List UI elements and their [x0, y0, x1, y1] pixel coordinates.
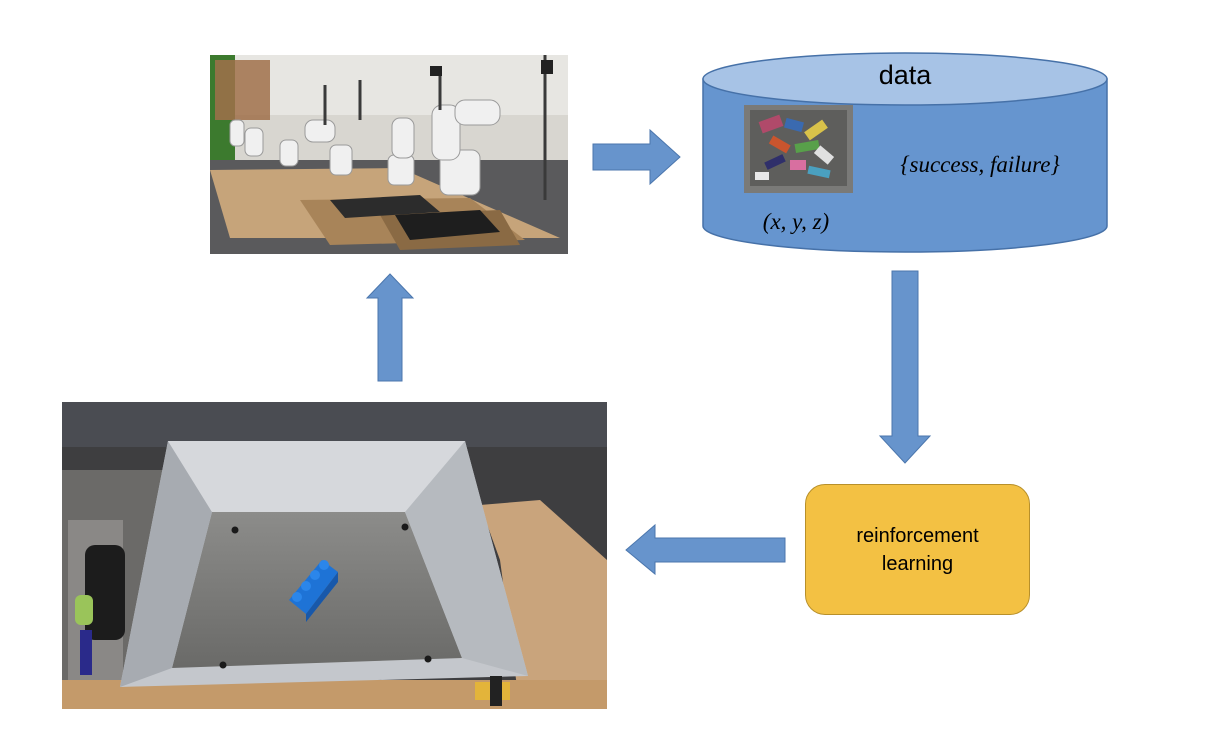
arrow-to-data	[592, 128, 681, 186]
rl-label-line1: reinforcement	[856, 524, 979, 547]
outcome-label: {success, failure}	[900, 152, 1059, 177]
robot-arms-photo	[210, 55, 568, 254]
cylinder-title: data	[879, 60, 933, 90]
arrow-to-bin	[625, 523, 786, 576]
grasp-bin-photo	[62, 402, 607, 709]
bin-thumbnail-icon	[744, 105, 853, 193]
blue-block	[289, 560, 338, 622]
position-label: (x, y, z)	[763, 209, 829, 234]
reinforcement-learning-box: reinforcement learning	[805, 484, 1030, 615]
arrow-to-rl	[878, 270, 932, 464]
rl-label-line2: learning	[881, 552, 954, 575]
arrow-to-robots	[365, 273, 415, 382]
